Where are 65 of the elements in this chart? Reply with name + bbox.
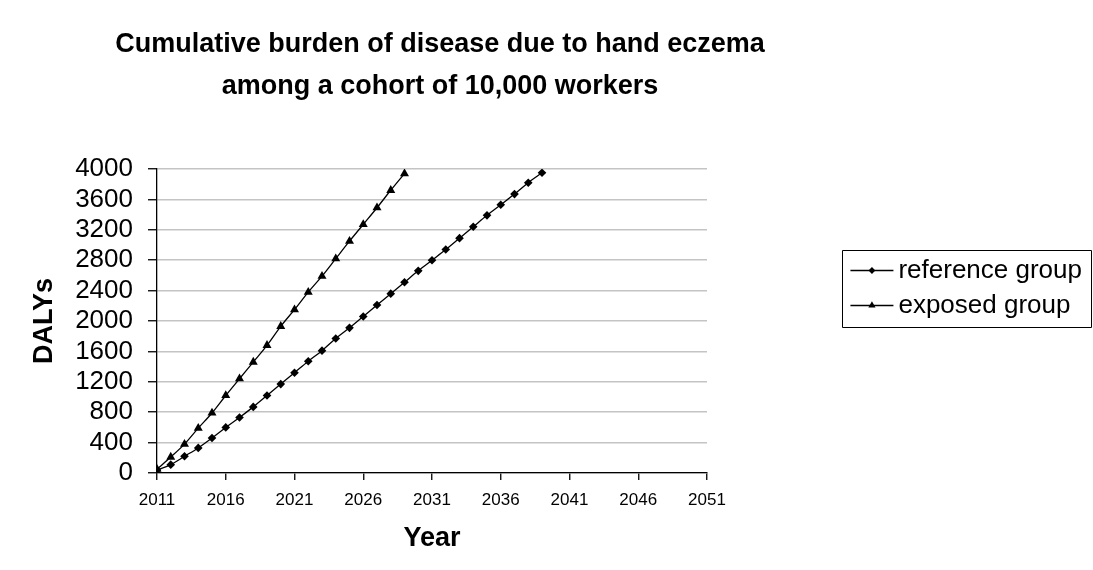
point	[262, 340, 272, 348]
point	[496, 200, 506, 210]
point	[207, 433, 217, 443]
point	[235, 413, 244, 422]
point	[248, 402, 258, 412]
point	[358, 312, 368, 321]
point	[372, 202, 382, 211]
chart-title: Cumulative burden of disease due to hand eczema among a cohort of 10,000 workers	[115, 28, 766, 101]
point	[303, 286, 313, 295]
point	[331, 253, 341, 262]
x-tick-label: 2041	[550, 489, 589, 509]
y-tick-label: 1600	[75, 334, 133, 365]
point	[413, 266, 423, 276]
point	[276, 379, 286, 389]
point	[290, 304, 299, 313]
y-tick-label: 3200	[75, 212, 133, 243]
x-tick-label: 2011	[138, 489, 176, 509]
y-tick-label: 0	[118, 456, 133, 487]
point	[400, 277, 409, 287]
point	[358, 219, 368, 228]
point	[248, 356, 258, 365]
point	[303, 356, 313, 366]
point	[372, 300, 382, 310]
point	[166, 460, 176, 469]
point	[427, 255, 437, 265]
y-axis-title: DALYs	[28, 277, 59, 365]
y-tick-label: 4000	[75, 152, 133, 183]
point	[193, 443, 203, 453]
legend-label: exposed group	[898, 288, 1071, 319]
point	[523, 178, 533, 187]
y-tick-label: 2400	[75, 273, 133, 304]
y-tick-label: 400	[89, 425, 133, 456]
y-tick-label: 2800	[75, 243, 133, 274]
x-tick-label: 2046	[619, 489, 658, 509]
x-tick-label: 2031	[413, 489, 451, 509]
point	[317, 270, 327, 279]
point	[468, 222, 478, 232]
point	[400, 169, 409, 177]
point	[386, 289, 396, 298]
point	[537, 169, 547, 178]
x-axis-title: Year	[403, 522, 462, 553]
point	[290, 368, 299, 377]
legend-label: reference group	[898, 253, 1082, 284]
point	[180, 451, 189, 461]
point	[276, 321, 286, 329]
point	[221, 423, 231, 432]
x-tick-label: 2036	[481, 489, 520, 509]
point	[235, 373, 244, 382]
point	[166, 451, 176, 460]
point	[345, 236, 354, 244]
y-tick-label: 800	[89, 395, 133, 426]
point	[207, 407, 217, 416]
point	[441, 245, 451, 254]
point	[180, 438, 189, 447]
point	[386, 185, 396, 193]
x-tick-label: 2021	[275, 489, 314, 509]
x-tick-label: 2026	[344, 489, 383, 509]
x-tick-label: 2016	[206, 489, 245, 509]
point	[331, 334, 341, 343]
y-tick-label: 3600	[75, 182, 133, 213]
y-tick-label: 2000	[75, 304, 133, 335]
point	[193, 422, 203, 431]
y-tick-label: 1200	[75, 364, 133, 395]
x-tick-label: 2051	[688, 489, 726, 509]
point	[221, 390, 231, 399]
